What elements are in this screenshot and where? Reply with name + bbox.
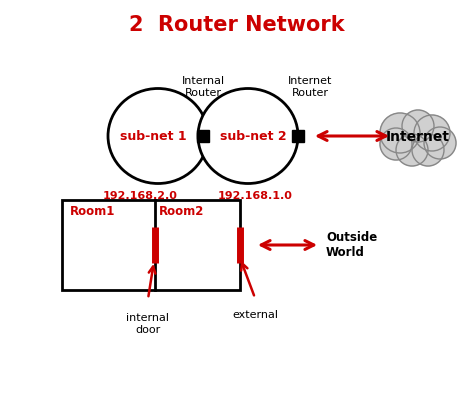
- Text: external: external: [232, 310, 278, 320]
- Text: 192.168.2.0: 192.168.2.0: [102, 191, 177, 201]
- Ellipse shape: [108, 88, 208, 183]
- Text: 192.168.1.0: 192.168.1.0: [218, 191, 292, 201]
- Circle shape: [380, 128, 412, 160]
- Circle shape: [424, 127, 456, 159]
- Text: Outside
World: Outside World: [326, 231, 377, 259]
- Text: Internet
Router: Internet Router: [288, 76, 332, 98]
- Text: sub-net 1: sub-net 1: [120, 129, 186, 142]
- Bar: [292, 130, 304, 142]
- Circle shape: [412, 134, 444, 166]
- Bar: [62, 200, 240, 290]
- Text: Internet: Internet: [386, 130, 450, 144]
- Text: internal
door: internal door: [127, 313, 170, 335]
- Text: Room1: Room1: [70, 205, 115, 218]
- Circle shape: [380, 113, 420, 153]
- Circle shape: [402, 110, 434, 142]
- Bar: [197, 130, 209, 142]
- Text: sub-net 2: sub-net 2: [219, 129, 286, 142]
- Circle shape: [396, 134, 428, 166]
- Text: Internal
Router: Internal Router: [182, 76, 225, 98]
- Ellipse shape: [198, 88, 298, 183]
- Circle shape: [414, 115, 450, 151]
- Text: 2  Router Network: 2 Router Network: [129, 15, 345, 35]
- Text: Room2: Room2: [159, 205, 204, 218]
